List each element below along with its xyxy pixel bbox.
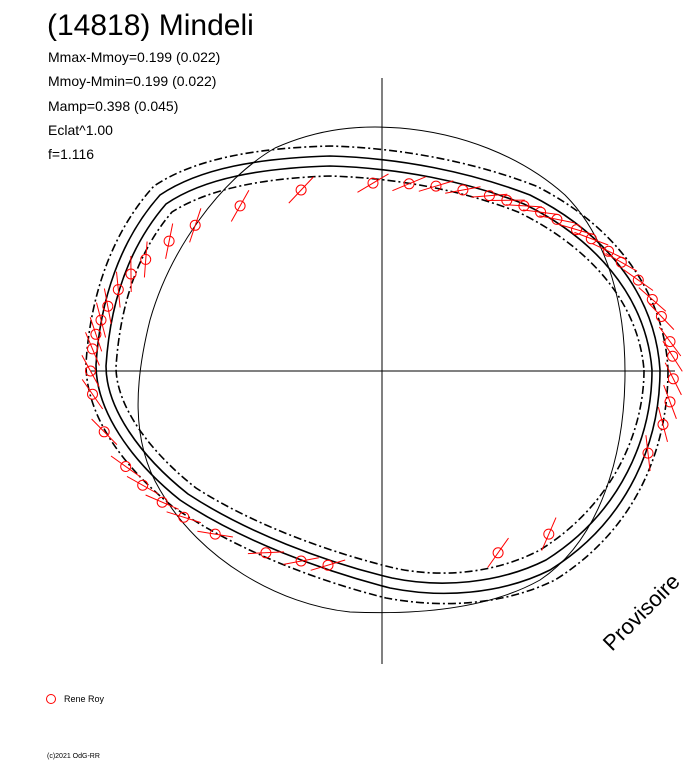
observation-error-bar — [247, 551, 284, 555]
observation-error-bar — [505, 204, 542, 208]
observation-point — [457, 184, 469, 196]
observation-error-bar — [310, 559, 346, 571]
observation-point — [430, 180, 442, 192]
observation-point — [543, 528, 555, 540]
observation-point — [403, 178, 415, 190]
lightcurve-dashed-inner — [115, 175, 645, 574]
observation-error-bar — [664, 362, 682, 396]
observation-error-bar — [645, 435, 651, 471]
stat-eclat: Eclat^1.00 — [48, 122, 113, 138]
observation-error-bar — [116, 271, 121, 308]
observation-point — [102, 300, 114, 312]
observation-point — [87, 343, 98, 355]
observation-error-bar — [81, 354, 100, 388]
observation-point — [85, 365, 96, 377]
observation-point — [603, 245, 615, 257]
observation-point — [664, 336, 676, 348]
observation-error-bar — [165, 223, 174, 259]
observation-error-bar — [126, 475, 159, 495]
observation-point — [112, 284, 124, 296]
observation-point — [664, 396, 676, 408]
reference-curve — [137, 126, 626, 614]
observation-error-bar — [471, 193, 508, 198]
copyright: (c)2021 OdG-RR — [47, 753, 100, 760]
observation-point — [234, 200, 246, 212]
observation-point — [189, 219, 201, 231]
stat-mmax-mmoy: Mmax-Mmoy=0.199 (0.022) — [48, 49, 221, 65]
observation-error-bar — [657, 406, 668, 443]
observation-point — [209, 528, 221, 540]
observation-point — [95, 314, 107, 326]
observation-point — [642, 447, 654, 459]
observation-error-bar — [143, 241, 148, 278]
observation-error-bar — [288, 176, 314, 204]
observation-error-bar — [522, 209, 559, 215]
observation-point — [163, 235, 175, 247]
observation-point — [657, 419, 669, 430]
observation-point — [667, 373, 679, 385]
observation-point — [655, 311, 667, 322]
observation-point — [632, 274, 644, 286]
observation-error-bar — [648, 303, 675, 330]
observation-point — [667, 350, 679, 362]
observation-error-bar — [91, 418, 118, 445]
observation-error-bar — [103, 288, 112, 324]
legend-observer-label: Rene Roy — [64, 694, 105, 704]
observation-point — [295, 184, 307, 196]
observation-error-bar — [392, 176, 426, 192]
observation-point — [322, 559, 334, 571]
observation-error-bar — [189, 208, 202, 243]
observation-error-bar — [541, 517, 557, 551]
observation-error-bar — [89, 317, 103, 352]
lightcurve-solid — [95, 155, 661, 595]
chart-title: (14818) Mindeli — [47, 9, 254, 42]
observation-point — [87, 388, 98, 400]
observation-error-bar — [539, 215, 575, 224]
observation-error-bar — [357, 173, 389, 193]
observation-error-bar — [85, 332, 100, 366]
observation-error-bar — [487, 537, 509, 568]
observation-error-bar — [81, 379, 104, 410]
observation-error-bar — [445, 186, 481, 194]
observation-point — [492, 547, 504, 559]
observations — [81, 173, 683, 571]
legend-circle-icon — [46, 694, 56, 704]
observation-error-bar — [145, 494, 179, 510]
observation-error-bar — [605, 252, 638, 272]
observation-error-bar — [283, 557, 319, 565]
observation-point — [646, 294, 658, 305]
observation-error-bar — [559, 224, 594, 236]
stat-frequency: f=1.116 — [48, 146, 95, 162]
observation-point — [137, 479, 149, 491]
observation-error-bar — [623, 269, 654, 291]
lightcurve-solid-inner — [105, 165, 653, 584]
observation-error-bar — [110, 455, 141, 478]
observation-point — [178, 511, 190, 523]
legend: Rene Roy — [46, 692, 104, 706]
watermark-text: Provisoire — [598, 569, 685, 656]
stat-mmoy-mmin: Mmoy-Mmin=0.199 (0.022) — [48, 73, 217, 89]
observation-point — [120, 461, 132, 472]
observation-error-bar — [663, 384, 677, 419]
lightcurve-dashed-outer — [85, 145, 669, 605]
observation-point — [571, 224, 582, 236]
observation-error-bar — [197, 530, 233, 538]
observation-point — [90, 328, 102, 340]
observation-error-bar — [230, 189, 250, 222]
observation-error-bar — [638, 287, 667, 312]
observation-error-bar — [96, 302, 107, 338]
observation-error-bar — [574, 231, 609, 246]
observation-error-bar — [166, 511, 202, 524]
observation-error-bar — [658, 326, 682, 357]
stat-amplitude: Mamp=0.398 (0.045) — [48, 98, 179, 114]
observation-error-bar — [662, 340, 683, 372]
observation-point — [295, 555, 307, 567]
observation-point — [367, 177, 379, 189]
observation-point — [98, 426, 110, 438]
observation-error-bar — [592, 243, 626, 260]
observation-point — [156, 496, 168, 508]
observation-error-bar — [418, 180, 454, 192]
